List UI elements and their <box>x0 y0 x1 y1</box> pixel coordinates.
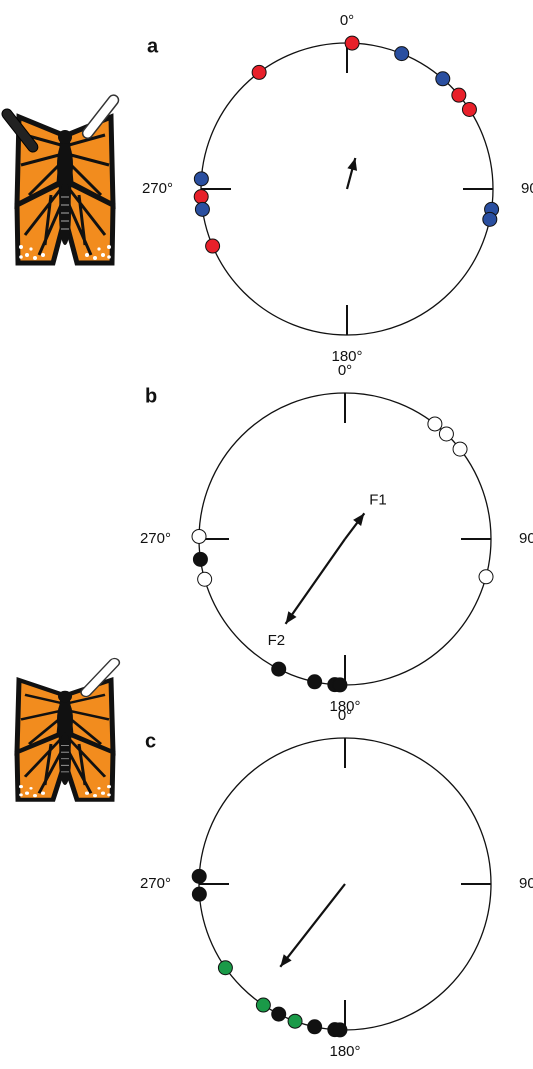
angle-label: 270° <box>140 530 171 547</box>
data-dot <box>439 427 453 441</box>
data-dot <box>198 572 212 586</box>
butterfly-one-clip <box>17 657 121 800</box>
data-dot <box>308 675 322 689</box>
angle-label: 180° <box>329 1043 360 1060</box>
data-dot <box>479 570 493 584</box>
panel-label: a <box>147 35 159 57</box>
data-dot <box>272 662 286 676</box>
data-dot <box>308 1020 322 1034</box>
data-dot <box>345 36 359 50</box>
data-dot <box>256 998 270 1012</box>
data-dot <box>288 1014 302 1028</box>
data-dot <box>436 72 450 86</box>
data-dot <box>192 887 206 901</box>
arrow-head <box>286 611 297 624</box>
angle-label: 0° <box>338 362 352 379</box>
data-dot <box>452 88 466 102</box>
angle-label: 0° <box>340 12 354 29</box>
data-dot <box>218 961 232 975</box>
panel-label: c <box>145 730 156 752</box>
data-dot <box>483 212 497 226</box>
data-dot <box>428 417 442 431</box>
data-dot <box>252 65 266 79</box>
mean-vector <box>280 884 345 967</box>
data-dot <box>333 1023 347 1037</box>
angle-label: 270° <box>142 180 173 197</box>
data-dot <box>453 442 467 456</box>
data-dot <box>195 202 209 216</box>
data-dot <box>192 869 206 883</box>
butterfly-two-clips <box>0 93 121 263</box>
data-dot <box>272 1007 286 1021</box>
data-dot <box>206 239 220 253</box>
data-dot <box>462 102 476 116</box>
angle-label: 270° <box>140 875 171 892</box>
data-dot <box>194 172 208 186</box>
vector-label: F1 <box>369 492 387 509</box>
angle-label: 90° <box>519 530 533 547</box>
data-dot <box>193 552 207 566</box>
data-dot <box>192 529 206 543</box>
panel-label: b <box>145 385 157 407</box>
mean-vector <box>286 539 345 624</box>
angle-label: 90° <box>519 875 533 892</box>
angle-label: 0° <box>338 707 352 724</box>
angle-label: 90° <box>521 180 533 197</box>
data-dot <box>395 47 409 61</box>
figure: a0°90°180°270°b0°90°180°270°F1F2c0°90°18… <box>0 0 533 1069</box>
data-dot <box>333 678 347 692</box>
arrow-head <box>353 513 364 526</box>
data-dot <box>194 190 208 204</box>
vector-label: F2 <box>268 632 286 649</box>
